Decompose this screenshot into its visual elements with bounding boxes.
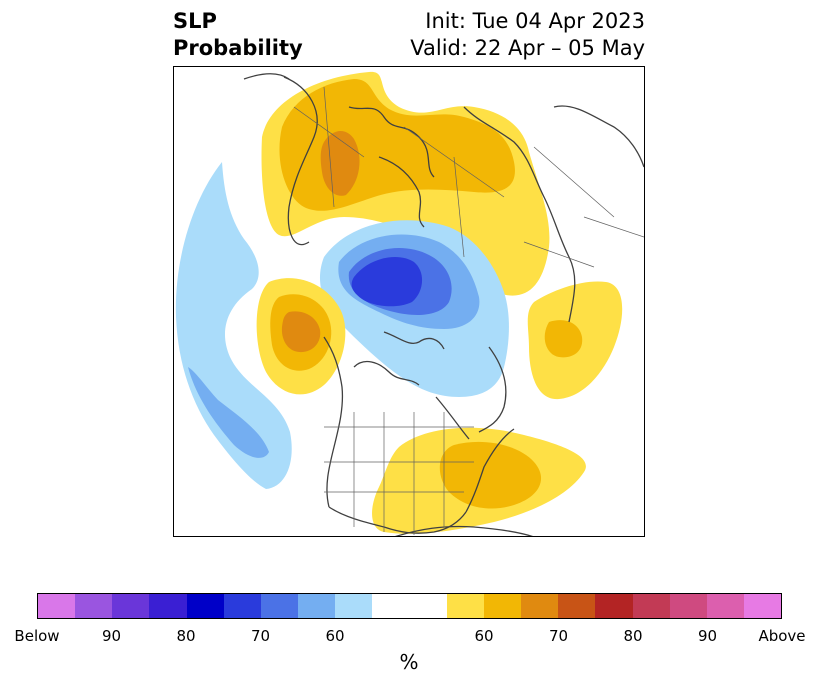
colorbar-segment — [706, 594, 744, 618]
colorbar-segment — [75, 594, 113, 618]
colorbar-unit-label: % — [399, 650, 419, 674]
colorbar-segment — [112, 594, 150, 618]
colorbar-segment — [409, 594, 447, 618]
anomaly-arctic-below-core — [351, 257, 423, 307]
colorbar-segment — [335, 594, 373, 618]
init-date: Init: Tue 04 Apr 2023 — [425, 9, 645, 33]
anomaly-alaska-above-core — [281, 311, 321, 353]
colorbar-tick-label: 70 — [548, 627, 569, 645]
probability-colorbar — [37, 593, 782, 619]
colorbar-tick-label: 90 — [101, 627, 122, 645]
colorbar-segment — [521, 594, 559, 618]
map-panel — [173, 66, 645, 537]
title-line-1: SLP — [173, 9, 217, 33]
colorbar-tick-label: 70 — [250, 627, 271, 645]
probability-map — [175, 71, 644, 536]
colorbar-segment — [186, 594, 224, 618]
map-title: SLP Probability — [173, 8, 303, 62]
colorbar-segment — [223, 594, 261, 618]
colorbar-segment — [149, 594, 187, 618]
anomaly-eastern-us-above-core — [439, 441, 542, 509]
colorbar-tick-label: 60 — [474, 627, 494, 645]
valid-period: Valid: 22 Apr – 05 May — [410, 36, 645, 60]
anomaly-europe-above-mid — [279, 79, 515, 211]
colorbar-tick-label: 80 — [623, 627, 643, 645]
colorbar-tick-label: 60 — [325, 627, 345, 645]
colorbar-segment — [595, 594, 633, 618]
colorbar-segment — [632, 594, 670, 618]
anomaly-north-pacific-below — [175, 162, 292, 489]
anomaly-labrador-above-core — [544, 320, 583, 358]
colorbar-segment — [483, 594, 522, 618]
colorbar-segment — [743, 594, 782, 618]
political-borders — [293, 86, 644, 535]
colorbar-segment — [38, 594, 76, 618]
colorbar-tick-label: Below — [14, 627, 60, 645]
colorbar-segment — [372, 594, 410, 618]
colorbar-tick-label: Above — [758, 627, 806, 645]
colorbar-segment — [260, 594, 299, 618]
colorbar-segment — [669, 594, 707, 618]
colorbar-tick-label: 90 — [697, 627, 718, 645]
title-line-2: Probability — [173, 36, 303, 60]
colorbar-segment — [558, 594, 596, 618]
colorbar-segment — [446, 594, 484, 618]
colorbar-segment — [298, 594, 336, 618]
date-info: Init: Tue 04 Apr 2023 Valid: 22 Apr – 05… — [410, 8, 645, 62]
coastlines — [243, 73, 644, 536]
colorbar-tick-label: 80 — [176, 627, 196, 645]
anomaly-north-pacific-below-core — [188, 367, 269, 458]
